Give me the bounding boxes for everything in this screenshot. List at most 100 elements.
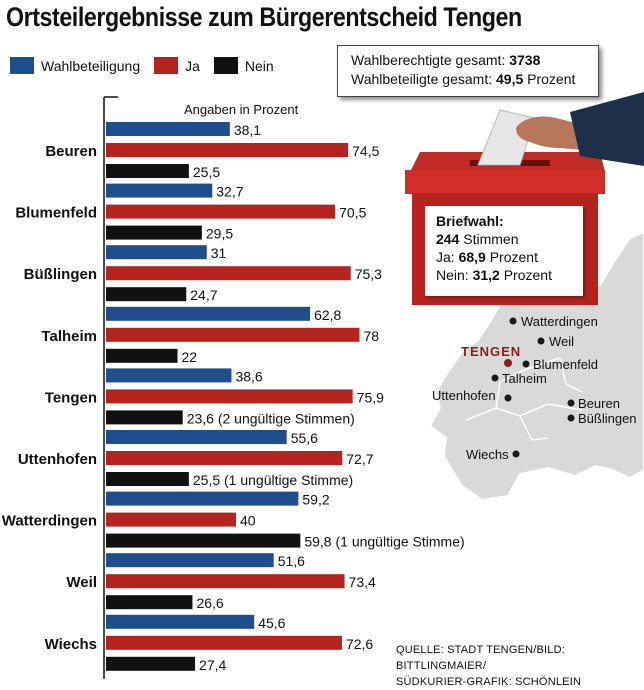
bar-blumenfeld-nein bbox=[106, 225, 202, 240]
summary-line-voters: Wahlbeteiligte gesamt: 49,5 Prozent bbox=[351, 70, 598, 89]
category-label-weil: Weil bbox=[66, 574, 97, 591]
briefwahl-line-ja: Ja: 68,9 Prozent bbox=[436, 248, 583, 266]
hand bbox=[516, 116, 584, 150]
map-label-buesslingen: Büßlingen bbox=[578, 411, 637, 426]
marker-wiechs bbox=[512, 450, 520, 458]
bar-tengen-nein bbox=[106, 410, 183, 425]
bar-watterdingen-ja bbox=[106, 512, 236, 527]
value-label-talheim-wahlbeteiligung: 62,8 bbox=[314, 307, 341, 323]
marker-beuren bbox=[567, 399, 575, 407]
value-label-watterdingen-nein: 59,8 (1 ungültige Stimme) bbox=[304, 534, 464, 550]
value-label-wiechs-wahlbeteiligung: 45,6 bbox=[258, 615, 285, 631]
value-label-beuren-nein: 25,5 bbox=[193, 164, 220, 180]
summary-eligible-value: 3738 bbox=[509, 52, 541, 68]
unit-note: Angaben in Prozent bbox=[184, 102, 299, 117]
map-label-weil: Weil bbox=[549, 334, 574, 349]
summary-eligible-label: Wahlberechtigte gesamt: bbox=[351, 52, 506, 68]
value-label-watterdingen-ja: 40 bbox=[240, 513, 256, 529]
map-label-uttenhofen: Uttenhofen bbox=[432, 388, 496, 403]
bar-weil-wahlbeteiligung bbox=[106, 553, 274, 568]
bar-beuren-ja bbox=[106, 143, 349, 157]
category-label-watterdingen: Watterdingen bbox=[2, 513, 97, 530]
bar-buesslingen-nein bbox=[106, 287, 187, 302]
briefwahl-ja-text: Prozent bbox=[489, 249, 538, 265]
value-label-beuren-ja: 74,5 bbox=[352, 143, 379, 159]
marker-blumenfeld bbox=[522, 360, 530, 368]
briefwahl-nein-value: 31,2 bbox=[472, 267, 500, 283]
voting-hand bbox=[516, 92, 644, 166]
source-line-2: SÜDKURIER-GRAFIK: SCHÖNLEIN bbox=[396, 676, 582, 688]
map-label-blumenfeld: Blumenfeld bbox=[533, 357, 598, 372]
legend: Wahlbeteiligung Ja Nein bbox=[10, 57, 288, 74]
value-label-uttenhofen-ja: 72,7 bbox=[346, 451, 373, 467]
map-label-beuren: Beuren bbox=[578, 396, 620, 411]
summary-voters-value: 49,5 bbox=[496, 71, 524, 87]
source-line-1: QUELLE: STADT TENGEN/BILD: BITTLINGMAIER… bbox=[396, 644, 566, 672]
marker-uttenhofen bbox=[504, 394, 512, 402]
marker-buesslingen bbox=[567, 414, 575, 422]
category-label-blumenfeld: Blumenfeld bbox=[15, 205, 97, 222]
legend-item-nein: Nein bbox=[213, 57, 274, 74]
source-credit: QUELLE: STADT TENGEN/BILD: BITTLINGMAIER… bbox=[396, 642, 644, 690]
marker-talheim bbox=[491, 374, 499, 382]
value-label-wiechs-nein: 27,4 bbox=[199, 657, 226, 673]
briefwahl-nein-label: Nein: bbox=[436, 267, 469, 283]
bar-chart: Angaben in Prozent Beuren 38,1 74,5 25,5 Blum… bbox=[2, 96, 465, 679]
bar-talheim-ja bbox=[106, 327, 360, 342]
briefwahl-votes-text: Stimmen bbox=[463, 231, 519, 247]
bar-beuren-wahlbeteiligung bbox=[106, 122, 230, 136]
marker-tengen bbox=[504, 359, 512, 367]
marker-weil bbox=[537, 337, 545, 345]
value-label-watterdingen-wahlbeteiligung: 59,2 bbox=[302, 492, 329, 508]
value-label-buesslingen-wahlbeteiligung: 31 bbox=[211, 245, 227, 261]
value-label-weil-nein: 26,6 bbox=[196, 595, 223, 611]
map-label-tengen: TENGEN bbox=[461, 344, 521, 359]
category-label-tengen: Tengen bbox=[45, 389, 97, 406]
briefwahl-line-votes: 244 Stimmen bbox=[436, 230, 583, 248]
bar-uttenhofen-ja bbox=[106, 451, 343, 465]
bar-buesslingen-wahlbeteiligung bbox=[106, 245, 207, 260]
summary-box: Wahlberechtigte gesamt: 3738 Wahlbeteili… bbox=[337, 45, 599, 97]
legend-swatch-nein bbox=[213, 57, 238, 74]
value-label-blumenfeld-ja: 70,5 bbox=[339, 205, 366, 221]
value-label-tengen-nein: 23,6 (2 ungültige Stimmen) bbox=[187, 410, 355, 426]
legend-label-ja: Ja bbox=[185, 57, 200, 74]
summary-line-eligible: Wahlberechtigte gesamt: 3738 bbox=[351, 51, 598, 70]
value-label-weil-wahlbeteiligung: 51,6 bbox=[278, 553, 305, 569]
legend-swatch-wahlbeteiligung bbox=[10, 57, 34, 74]
category-label-uttenhofen: Uttenhofen bbox=[18, 451, 97, 468]
value-label-beuren-wahlbeteiligung: 38,1 bbox=[234, 122, 261, 138]
summary-voters-unit: Prozent bbox=[527, 71, 576, 87]
legend-label-nein: Nein bbox=[244, 57, 274, 74]
value-label-tengen-ja: 75,9 bbox=[357, 389, 384, 405]
map-label-wiechs: Wiechs bbox=[466, 447, 509, 462]
bar-uttenhofen-nein bbox=[106, 472, 189, 486]
legend-label-wahlbeteiligung: Wahlbeteiligung bbox=[41, 57, 141, 74]
briefwahl-line-nein: Nein: 31,2 Prozent bbox=[436, 266, 583, 284]
bar-tengen-ja bbox=[106, 389, 353, 404]
bar-wiechs-wahlbeteiligung bbox=[106, 614, 255, 629]
briefwahl-heading: Briefwahl: bbox=[436, 213, 504, 229]
value-label-uttenhofen-wahlbeteiligung: 55,6 bbox=[291, 430, 318, 446]
bar-beuren-nein bbox=[106, 164, 189, 178]
category-label-buesslingen: Büßlingen bbox=[24, 266, 97, 283]
map-label-talheim: Talheim bbox=[502, 371, 547, 386]
bar-uttenhofen-wahlbeteiligung bbox=[106, 430, 287, 444]
bar-weil-nein bbox=[106, 595, 193, 610]
map-border-lines bbox=[465, 357, 583, 441]
value-label-uttenhofen-nein: 25,5 (1 ungültige Stimme) bbox=[193, 472, 353, 488]
briefwahl-ja-value: 68,9 bbox=[458, 249, 486, 265]
value-label-talheim-ja: 78 bbox=[364, 328, 380, 344]
bar-wiechs-nein bbox=[106, 656, 196, 671]
summary-voters-label: Wahlbeteiligte gesamt: bbox=[351, 71, 493, 87]
bar-watterdingen-wahlbeteiligung bbox=[106, 491, 299, 506]
bar-talheim-nein bbox=[106, 348, 178, 363]
legend-item-wahlbeteiligung: Wahlbeteiligung bbox=[10, 57, 140, 74]
value-label-blumenfeld-wahlbeteiligung: 32,7 bbox=[216, 184, 243, 200]
value-label-talheim-nein: 22 bbox=[182, 349, 198, 365]
legend-swatch-ja bbox=[154, 57, 179, 74]
value-label-buesslingen-nein: 24,7 bbox=[190, 287, 217, 303]
category-label-talheim: Talheim bbox=[41, 328, 97, 345]
briefwahl-votes-value: 244 bbox=[436, 231, 460, 247]
bar-tengen-wahlbeteiligung bbox=[106, 368, 232, 383]
